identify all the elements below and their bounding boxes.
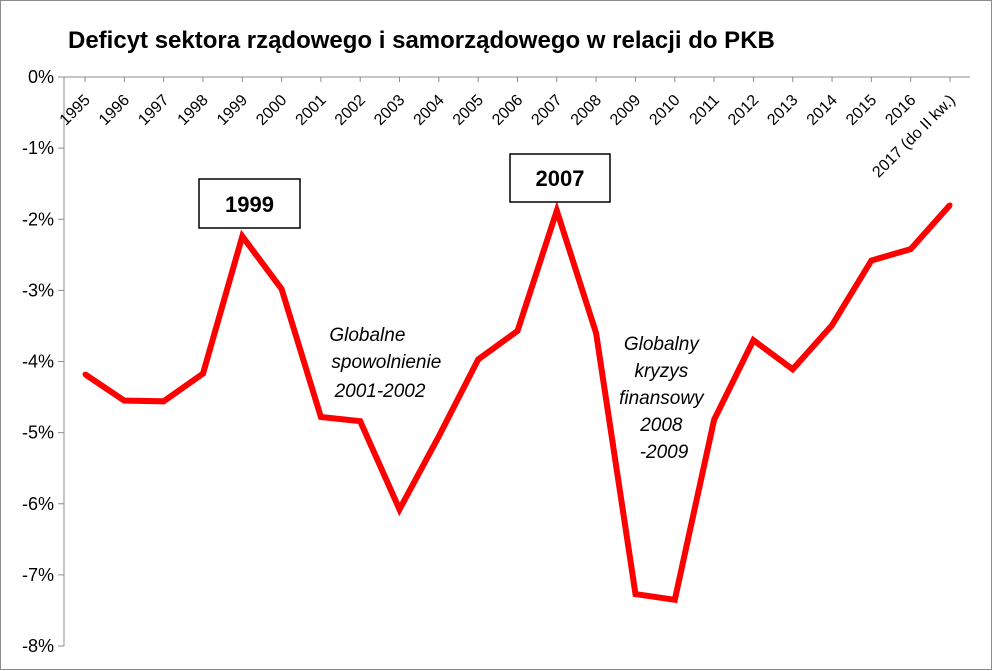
- data-point: [790, 366, 796, 372]
- annotation-global-slowdown-line: Globalne: [329, 325, 405, 346]
- callout-box-1999: [198, 178, 301, 229]
- data-point: [82, 371, 88, 377]
- annotation-financial-crisis-line: kryzys: [634, 361, 688, 382]
- data-point: [632, 591, 638, 597]
- data-point: [947, 202, 953, 208]
- data-point: [397, 506, 403, 512]
- data-point: [239, 233, 245, 239]
- data-point: [161, 398, 167, 404]
- callouts-group: 1999 2007: [198, 153, 611, 229]
- y-tick-label: -7%: [22, 565, 54, 585]
- data-point: [868, 258, 874, 264]
- y-tick-label: -8%: [22, 636, 54, 656]
- callout-box-2007: [509, 153, 611, 203]
- y-axis: 0% -1% -2% -3% -4% -5% -6% -7% -8%: [22, 67, 65, 656]
- y-tick-label: -4%: [22, 352, 54, 372]
- annotations-group: Globalne spowolnienie 2001-2002 Globalny…: [329, 325, 709, 463]
- annotation-global-slowdown-line: 2001-2002: [334, 381, 426, 402]
- annotation-financial-crisis-line: -2009: [640, 442, 689, 463]
- y-tick-label: -2%: [22, 209, 54, 229]
- data-point: [908, 246, 914, 252]
- data-point: [121, 398, 127, 404]
- data-point: [672, 597, 678, 603]
- y-tick-label: -3%: [22, 280, 54, 300]
- data-point: [475, 356, 481, 362]
- data-point: [593, 330, 599, 336]
- data-point: [318, 414, 324, 420]
- data-point: [357, 418, 363, 424]
- annotation-global-slowdown-line: spowolnienie: [331, 352, 441, 373]
- data-point: [554, 208, 560, 214]
- callout-label-2007: 2007: [536, 166, 585, 191]
- data-point: [711, 417, 717, 423]
- annotation-financial-crisis: Globalny kryzys finansowy 2008 -2009: [619, 334, 709, 463]
- y-tick-label: 0%: [28, 67, 54, 87]
- data-point: [279, 286, 285, 292]
- series-group: [82, 200, 953, 604]
- data-point: [750, 337, 756, 343]
- annotation-financial-crisis-line: Globalny: [624, 334, 700, 355]
- data-point: [200, 371, 206, 377]
- y-tick-label: -1%: [22, 138, 54, 158]
- annotation-global-slowdown: Globalne spowolnienie 2001-2002: [329, 325, 446, 402]
- y-tick-label: -6%: [22, 494, 54, 514]
- chart-title: Deficyt sektora rządowego i samorządoweg…: [68, 27, 775, 54]
- y-tick-label: -5%: [22, 423, 54, 443]
- data-point: [515, 328, 520, 334]
- data-point: [436, 433, 442, 439]
- callout-label-1999: 1999: [225, 192, 274, 217]
- annotation-financial-crisis-line: finansowy: [619, 388, 705, 409]
- data-point: [829, 322, 835, 328]
- annotation-financial-crisis-line: 2008: [639, 415, 683, 436]
